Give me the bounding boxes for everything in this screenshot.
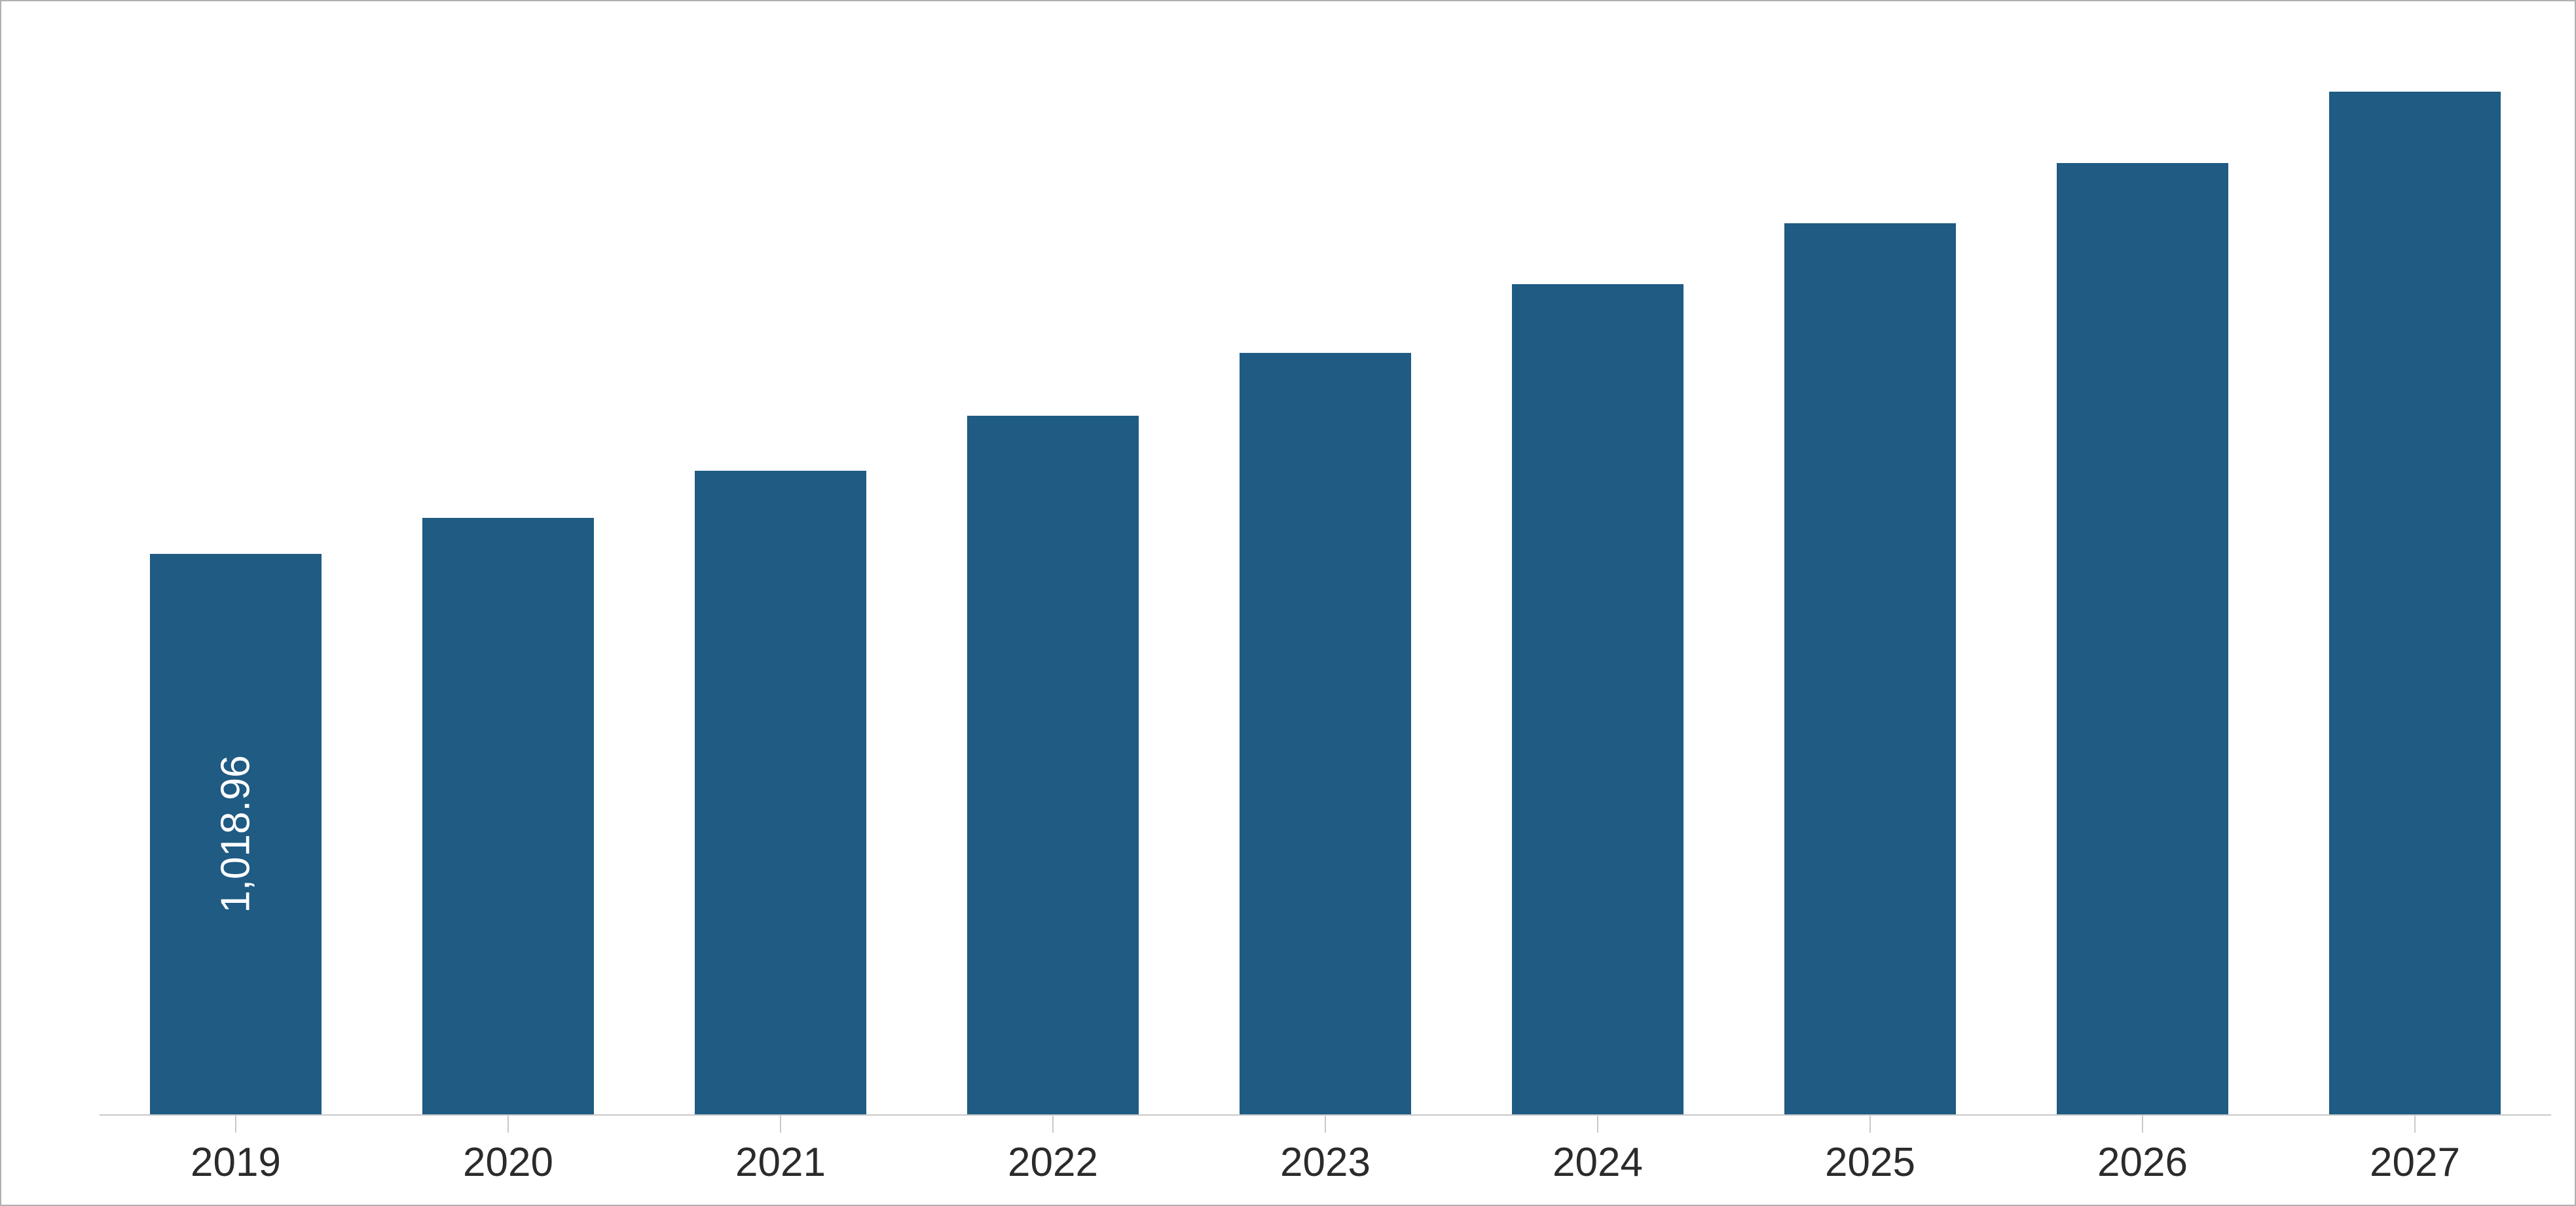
- bar-slot: [644, 14, 917, 1114]
- x-tick-label: 2027: [2370, 1139, 2460, 1186]
- x-tick: 2021: [644, 1114, 917, 1186]
- x-tick: 2024: [1462, 1114, 1734, 1186]
- x-tick-mark: [1597, 1114, 1598, 1133]
- bar: [1240, 353, 1411, 1114]
- bar: [2329, 92, 2501, 1114]
- bar: [422, 518, 594, 1114]
- x-tick-mark: [780, 1114, 781, 1133]
- x-tick-mark: [2414, 1114, 2416, 1133]
- bar-slot: [372, 14, 644, 1114]
- x-tick-label: 2026: [2097, 1139, 2188, 1186]
- bar-slot: [1462, 14, 1734, 1114]
- x-tick-label: 2023: [1280, 1139, 1371, 1186]
- bar-value-label: 1,018.96: [213, 755, 259, 913]
- x-tick-mark: [1052, 1114, 1054, 1133]
- bar-slot: [1189, 14, 1462, 1114]
- x-tick-mark: [1869, 1114, 1871, 1133]
- x-tick-mark: [507, 1114, 509, 1133]
- x-tick-label: 2020: [463, 1139, 553, 1186]
- x-tick: 2019: [100, 1114, 372, 1186]
- bar: [1512, 284, 1684, 1114]
- bar-slot: [1734, 14, 2006, 1114]
- bar: 1,018.96: [150, 554, 322, 1114]
- x-tick-mark: [1325, 1114, 1326, 1133]
- bar-slot: [2279, 14, 2551, 1114]
- x-axis: 2019 2020 2021 2022 2023 2024 2025 2026 2027: [100, 1114, 2551, 1186]
- x-tick-label: 2022: [1008, 1139, 1098, 1186]
- x-tick: 2025: [1734, 1114, 2006, 1186]
- x-tick: 2023: [1189, 1114, 1462, 1186]
- x-tick: 2026: [2006, 1114, 2279, 1186]
- x-tick: 2027: [2279, 1114, 2551, 1186]
- bar-slot: [917, 14, 1189, 1114]
- bar: [695, 471, 866, 1114]
- x-tick-mark: [235, 1114, 236, 1133]
- x-tick-mark: [2142, 1114, 2143, 1133]
- bar-chart: 1,018.96 2019 2020 2021 2022 2023 2024 2025 202…: [0, 0, 2576, 1206]
- x-tick-label: 2024: [1553, 1139, 1643, 1186]
- plot-area: 1,018.96: [100, 14, 2551, 1114]
- x-tick: 2022: [917, 1114, 1189, 1186]
- x-tick-label: 2025: [1825, 1139, 1915, 1186]
- bar: [967, 416, 1139, 1114]
- x-tick-label: 2019: [191, 1139, 281, 1186]
- bar-slot: 1,018.96: [100, 14, 372, 1114]
- bar: [2057, 163, 2228, 1114]
- bar-slot: [2006, 14, 2279, 1114]
- x-tick: 2020: [372, 1114, 644, 1186]
- bar: [1784, 223, 1956, 1114]
- x-tick-label: 2021: [735, 1139, 826, 1186]
